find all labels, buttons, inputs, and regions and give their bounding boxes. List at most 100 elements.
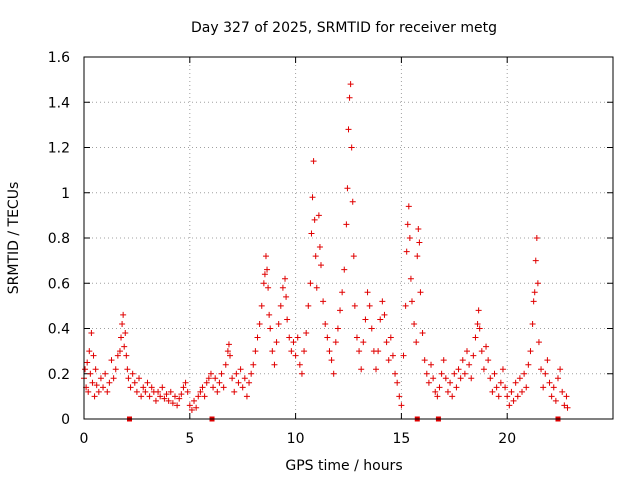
data-point	[554, 375, 561, 382]
data-point	[91, 393, 98, 400]
data-point	[235, 379, 242, 386]
data-point	[444, 388, 451, 395]
data-point	[207, 370, 214, 377]
data-point	[485, 357, 492, 364]
x-tick-label: 5	[185, 431, 194, 447]
data-point	[203, 379, 210, 386]
data-point	[262, 253, 269, 260]
data-point	[227, 352, 234, 359]
data-point	[506, 402, 513, 409]
data-point	[127, 384, 134, 391]
data-point	[425, 379, 432, 386]
data-point	[129, 370, 136, 377]
data-point	[312, 253, 319, 260]
data-point	[92, 366, 99, 373]
data-point	[311, 216, 318, 223]
data-point	[205, 375, 212, 382]
data-point	[112, 366, 119, 373]
data-point	[142, 388, 149, 395]
data-point	[483, 343, 490, 350]
data-point	[191, 397, 198, 404]
data-point	[116, 348, 123, 355]
data-point	[85, 388, 92, 395]
data-point	[212, 375, 219, 382]
y-tick-label: 0.4	[48, 322, 70, 338]
data-point	[266, 311, 273, 318]
data-point	[180, 384, 187, 391]
data-point	[317, 262, 324, 269]
data-point	[165, 397, 172, 404]
data-point	[324, 334, 331, 341]
data-point	[119, 320, 126, 327]
data-point	[216, 379, 223, 386]
data-point	[351, 302, 358, 309]
data-point	[218, 370, 225, 377]
data-point	[90, 352, 97, 359]
data-point	[155, 388, 162, 395]
data-point	[267, 325, 274, 332]
data-point	[273, 339, 280, 346]
data-point	[87, 370, 94, 377]
data-point	[442, 375, 449, 382]
data-point	[475, 307, 482, 314]
x-tick-label: 15	[392, 431, 410, 447]
data-point	[345, 126, 352, 133]
chart-title: Day 327 of 2025, SRMTID for receiver met…	[191, 20, 497, 36]
data-point	[241, 375, 248, 382]
data-point	[171, 393, 178, 400]
data-point	[264, 266, 271, 273]
data-point	[461, 370, 468, 377]
data-point	[403, 248, 410, 255]
data-point	[326, 348, 333, 355]
data-point	[546, 379, 553, 386]
data-point	[243, 393, 250, 400]
data-point	[110, 375, 117, 382]
data-point	[286, 334, 293, 341]
data-point	[346, 94, 353, 101]
data-point	[421, 357, 428, 364]
data-point	[408, 298, 415, 305]
data-point	[358, 366, 365, 373]
data-point	[476, 325, 483, 332]
data-point	[250, 361, 257, 368]
data-point	[563, 393, 570, 400]
data-point	[535, 339, 542, 346]
data-point	[121, 343, 128, 350]
data-point	[313, 284, 320, 291]
data-point	[316, 244, 323, 251]
data-point	[544, 357, 551, 364]
data-point	[525, 361, 532, 368]
data-point	[193, 404, 200, 411]
data-point	[82, 366, 89, 373]
data-point	[339, 289, 346, 296]
data-point	[459, 357, 466, 364]
data-point	[294, 334, 301, 341]
data-point	[366, 302, 373, 309]
data-point	[288, 348, 295, 355]
data-point	[93, 382, 100, 389]
data-point	[136, 375, 143, 382]
data-point	[474, 320, 481, 327]
data-point	[531, 289, 538, 296]
x-axis-label: GPS time / hours	[285, 458, 402, 474]
data-point	[210, 384, 217, 391]
data-point	[463, 348, 470, 355]
data-point	[419, 330, 426, 337]
data-point	[86, 348, 93, 355]
data-point	[186, 402, 193, 409]
data-point	[447, 379, 454, 386]
data-point	[176, 395, 183, 402]
data-point	[290, 339, 297, 346]
data-point	[188, 406, 195, 413]
data-point	[277, 302, 284, 309]
data-point	[540, 384, 547, 391]
data-point	[224, 348, 231, 355]
data-point	[356, 348, 363, 355]
data-point	[478, 348, 485, 355]
data-point	[432, 388, 439, 395]
data-point	[102, 370, 109, 377]
data-point	[466, 361, 473, 368]
data-point	[396, 393, 403, 400]
data-point	[195, 393, 202, 400]
data-point	[337, 307, 344, 314]
